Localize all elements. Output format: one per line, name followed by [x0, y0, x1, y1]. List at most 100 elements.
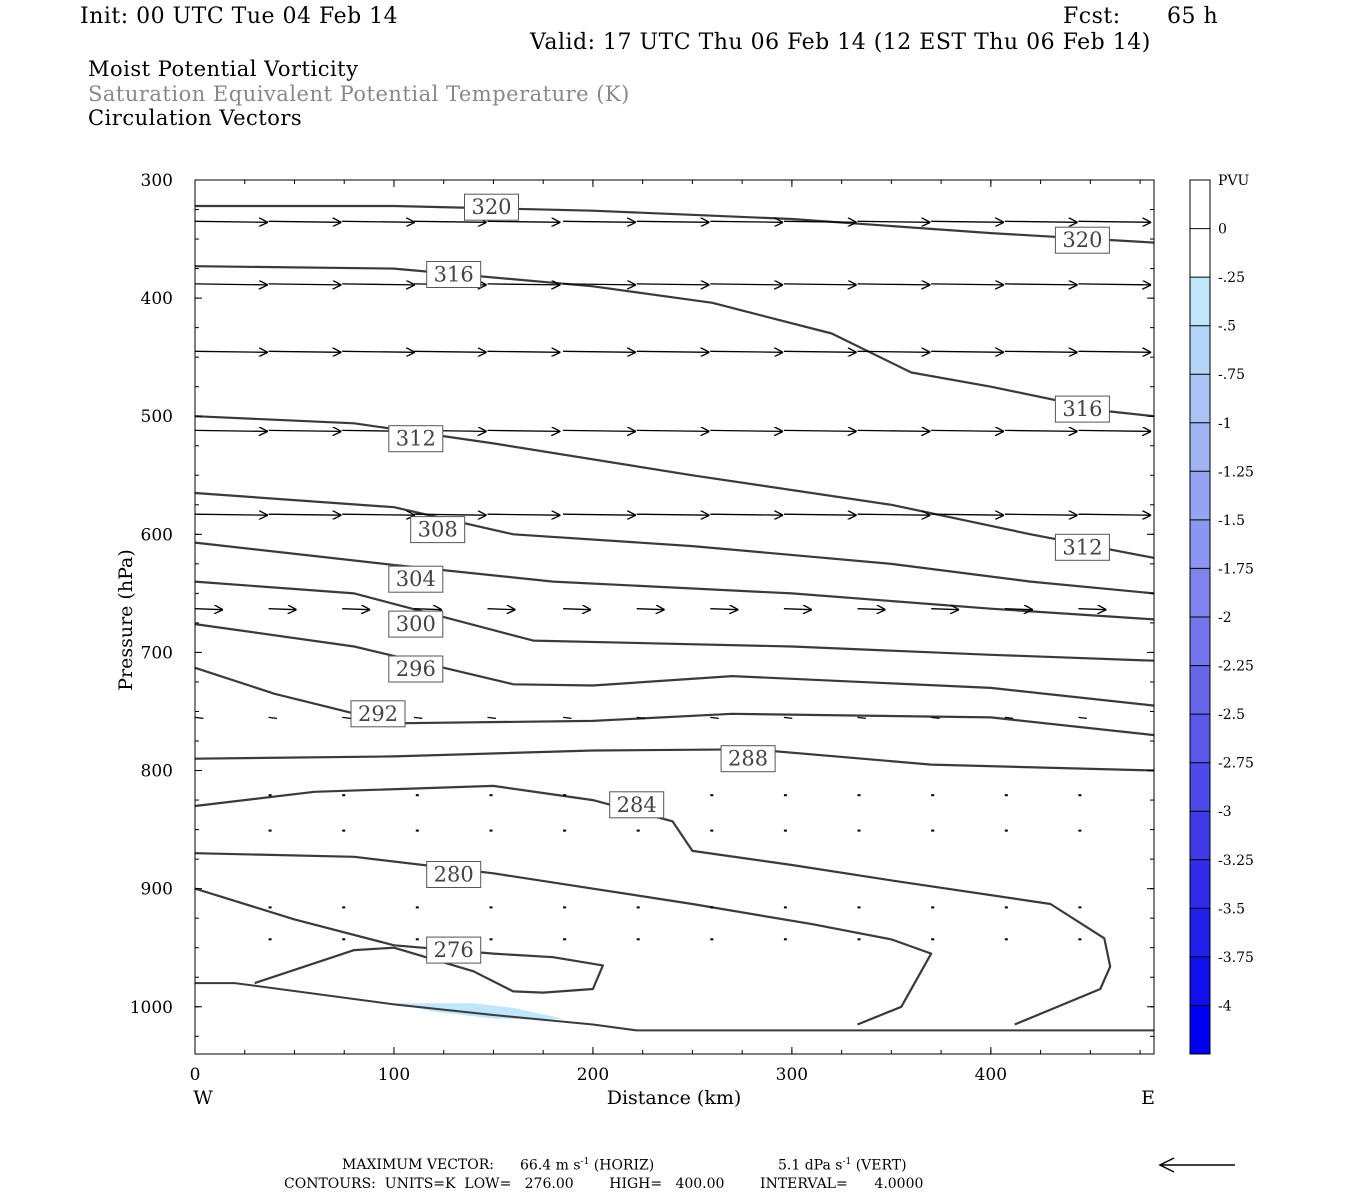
wind-vector	[413, 514, 487, 515]
contour-terrain	[195, 982, 1154, 1032]
max-horiz-tag: (HORIZ)	[593, 1157, 655, 1174]
weak-wind-vector	[857, 829, 861, 832]
x-tick-label: 400	[975, 1065, 1007, 1085]
wind-vector	[268, 609, 297, 610]
contour-label: 312	[396, 427, 436, 451]
contour-label-box	[720, 745, 776, 773]
wind-vector	[194, 609, 223, 610]
wind-vector	[487, 514, 561, 515]
east-label: E	[1141, 1087, 1155, 1109]
wind-vector	[342, 716, 351, 720]
contour-label-box	[426, 261, 482, 288]
weak-wind-vector	[931, 938, 935, 941]
wind-vector	[857, 221, 931, 222]
y-tick-label: 600	[141, 525, 173, 545]
contour-label-box	[609, 791, 665, 819]
weak-wind-vector	[489, 829, 493, 832]
wind-vector	[783, 716, 793, 720]
colorbar-label: -3.75	[1218, 950, 1254, 966]
weak-wind-vector	[1078, 906, 1082, 909]
colorbar-label: -1.25	[1218, 464, 1254, 480]
contour-288	[194, 748, 1155, 772]
contour-label-box	[426, 861, 482, 888]
weak-wind-vector	[636, 938, 640, 941]
wind-vector	[710, 351, 783, 352]
wind-vector	[1004, 716, 1014, 720]
wind-vector	[563, 609, 591, 610]
colorbar-label: -2	[1218, 610, 1232, 626]
wind-vector	[268, 351, 342, 352]
colorbar-label: -.25	[1218, 270, 1245, 286]
wind-vector	[563, 284, 636, 285]
contour-308	[194, 491, 1155, 595]
contour-label: 300	[396, 612, 436, 636]
contour-label-box	[350, 700, 406, 728]
plot-frame	[194, 179, 1155, 1055]
weak-wind-vector	[489, 794, 493, 797]
colorbar-swatch	[1190, 277, 1210, 327]
wind-vector	[783, 514, 857, 515]
contour-label-box	[388, 565, 444, 593]
colorbar-label: -.75	[1218, 367, 1245, 383]
weak-wind-vector	[563, 794, 567, 797]
weak-wind-vector	[268, 938, 272, 941]
wind-vector	[268, 716, 278, 720]
colorbar: 0 -.25 -.5 -.75 -1 -1.25 -1.5 -1.75 -2 -2.25 -2.5 -…	[1189, 179, 1254, 1055]
wind-vector	[342, 284, 415, 285]
colorbar-swatch	[1190, 422, 1210, 472]
field-title-mpv: Moist Potential Vorticity	[88, 57, 359, 81]
pv-shaded-region-0	[394, 1003, 564, 1020]
colorbar-swatch	[1190, 228, 1210, 278]
contour-label: 288	[728, 747, 768, 771]
contour-label: 292	[358, 702, 398, 726]
weak-wind-vector	[268, 906, 272, 909]
weak-wind-vector	[710, 906, 714, 909]
weak-wind-vector	[783, 829, 787, 832]
reference-vector-arrow-icon	[1158, 1157, 1175, 1173]
colorbar-label: -3.25	[1218, 853, 1254, 869]
max-horiz-vector: 66.4 m s-1 (HORIZ)	[520, 1157, 654, 1174]
west-label: W	[193, 1087, 213, 1109]
weak-wind-vector	[931, 906, 935, 909]
wind-vector	[636, 221, 710, 222]
wind-vector	[710, 430, 783, 431]
weak-wind-vector	[1004, 829, 1008, 832]
contour-304	[194, 541, 1155, 621]
wind-vector	[931, 221, 1004, 222]
contour-280	[194, 852, 933, 1026]
weak-wind-vector	[1078, 794, 1082, 797]
wind-vector	[783, 430, 857, 431]
weak-wind-vector	[342, 938, 346, 941]
colorbar-label: -2.75	[1218, 756, 1254, 772]
contour-label: 284	[617, 793, 657, 817]
contour-label-box	[1054, 226, 1110, 254]
y-tick-label: 700	[141, 643, 173, 663]
weak-wind-vector	[1004, 938, 1008, 941]
wind-vector	[931, 284, 1004, 285]
weak-wind-vector	[1078, 829, 1082, 832]
colorbar-label: -2.25	[1218, 659, 1254, 675]
wind-vector	[487, 351, 561, 352]
wind-vector	[931, 716, 940, 720]
wind-vector	[783, 284, 857, 285]
contour-label: 304	[396, 567, 436, 591]
wind-vector	[857, 514, 931, 515]
contour-label: 312	[1062, 535, 1102, 559]
wind-vector	[1004, 284, 1078, 285]
contour-320	[195, 204, 1155, 244]
weak-wind-vector	[710, 938, 714, 941]
wind-vector	[413, 716, 423, 720]
contour-296	[194, 623, 1155, 707]
wind-vector	[194, 284, 268, 285]
colorbar-label: 0	[1218, 222, 1227, 238]
contour-label-box	[1054, 395, 1110, 423]
weak-wind-vector	[563, 938, 567, 941]
wind-vector	[194, 716, 204, 720]
wind-vector	[636, 430, 710, 431]
wind-vector	[710, 609, 738, 610]
wind-vector	[710, 514, 783, 515]
colorbar-swatch	[1190, 568, 1210, 618]
contour-label-layer: 320 320 316 316 312 312 308 304 300 296 292 288 284 2…	[350, 193, 1110, 964]
contour-label: 296	[396, 657, 436, 681]
